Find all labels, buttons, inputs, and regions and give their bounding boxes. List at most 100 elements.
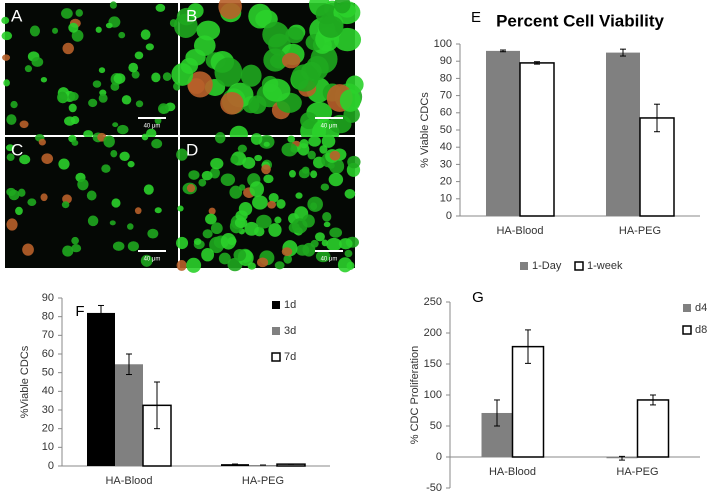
y-tick-label: 150 <box>424 358 442 370</box>
cell <box>1 31 13 41</box>
y-tick-label: 90 <box>440 55 452 67</box>
cell <box>176 260 187 271</box>
cell <box>208 207 216 215</box>
cell <box>338 238 353 250</box>
cell <box>6 187 16 197</box>
cell <box>254 154 263 162</box>
cell <box>240 64 262 87</box>
cell <box>198 178 207 187</box>
cell <box>329 150 341 161</box>
cell <box>237 144 248 153</box>
legend-swatch <box>574 261 584 271</box>
image-label: D <box>186 140 198 159</box>
cell <box>71 139 79 146</box>
y-axis-label: %Viable CDCs <box>19 345 31 418</box>
cell <box>140 29 151 40</box>
y-tick-label: 40 <box>440 141 452 153</box>
cell <box>220 233 237 250</box>
cell <box>285 27 304 44</box>
cell <box>257 257 269 268</box>
cell <box>320 183 330 191</box>
cell <box>112 122 119 128</box>
cell <box>229 185 243 199</box>
cell <box>344 249 353 258</box>
cell <box>87 215 99 227</box>
bar <box>115 364 143 466</box>
cell <box>220 173 236 186</box>
y-tick-label: 0 <box>436 451 442 463</box>
cell <box>288 222 300 233</box>
x-tick-label: HA-Blood <box>489 466 536 478</box>
cell <box>175 236 189 250</box>
cell <box>329 227 343 238</box>
cell <box>145 43 154 51</box>
cell <box>70 116 80 125</box>
cell <box>24 65 33 73</box>
legend-label: 3d <box>284 325 296 337</box>
cell <box>57 91 68 104</box>
y-tick-label: 70 <box>42 329 54 341</box>
cell <box>187 71 213 98</box>
legend-label: 1-Day <box>532 260 562 272</box>
cell <box>171 63 194 86</box>
cell <box>346 261 355 271</box>
scale-bar-label: 40 μm <box>321 257 338 263</box>
cell <box>263 141 270 147</box>
y-tick-label: 50 <box>42 367 54 379</box>
cell <box>209 236 225 254</box>
legend-swatch <box>272 327 280 335</box>
y-tick-label: 80 <box>440 72 452 84</box>
cell <box>326 237 342 251</box>
legend-label: d4 <box>695 302 707 314</box>
x-tick-label: HA-PEG <box>242 475 284 487</box>
cell <box>140 254 153 267</box>
y-axis-label: % CDC Proliferation <box>409 346 421 444</box>
cell <box>328 172 344 187</box>
y-axis-label: % Viable CDCs <box>419 92 431 168</box>
cell <box>234 217 248 229</box>
cell <box>134 51 144 60</box>
cell <box>103 135 115 148</box>
cell <box>38 138 46 146</box>
x-tick-label: HA-Blood <box>496 225 543 237</box>
image-background <box>5 3 178 135</box>
cell <box>318 15 344 38</box>
cell <box>321 134 336 148</box>
panel-label: E <box>471 9 481 26</box>
cell <box>201 247 215 262</box>
cell <box>301 166 310 174</box>
cell <box>86 190 97 201</box>
cell <box>214 132 226 144</box>
cell <box>40 193 48 202</box>
x-tick-label: HA-PEG <box>616 466 658 478</box>
cell <box>249 181 265 197</box>
cell <box>127 241 139 252</box>
cell <box>248 95 267 115</box>
cell <box>98 93 108 103</box>
error-bar <box>126 353 132 376</box>
cell <box>61 8 73 19</box>
cell <box>147 228 159 239</box>
cell <box>155 3 166 12</box>
x-tick-label: HA-Blood <box>105 475 152 487</box>
y-tick-label: 90 <box>42 292 54 304</box>
cell <box>143 184 154 195</box>
panel-label: F <box>75 303 84 320</box>
cell <box>40 76 48 83</box>
cell <box>185 49 206 66</box>
cell <box>252 195 268 210</box>
y-tick-label: 250 <box>424 296 442 308</box>
cell <box>68 92 79 101</box>
y-tick-label: 40 <box>42 385 54 397</box>
cell <box>58 158 70 170</box>
cell <box>310 202 318 211</box>
cell <box>244 221 259 236</box>
cell <box>274 216 282 224</box>
cell <box>154 207 162 214</box>
cell <box>319 145 328 154</box>
cell <box>151 138 163 149</box>
cell <box>1 16 10 25</box>
cell <box>205 213 217 225</box>
cell <box>267 200 276 209</box>
cell <box>334 0 351 14</box>
